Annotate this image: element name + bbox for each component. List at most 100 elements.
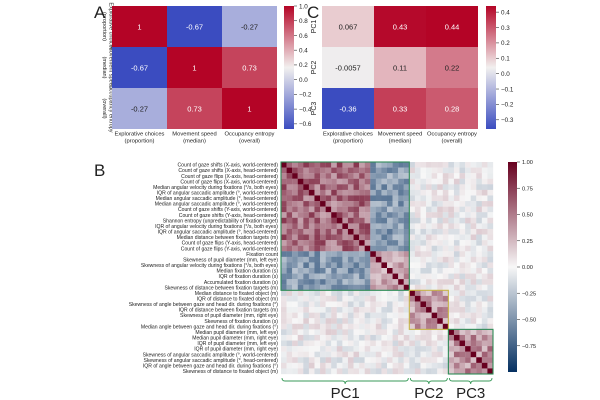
panel-b-cell: [320, 268, 326, 274]
panel-b-cell: [359, 290, 365, 297]
c-colorbar-tick-label: 0.0: [501, 71, 510, 78]
panel-b-cell: [359, 312, 365, 319]
panel-b-cell: [286, 240, 293, 246]
panel-b-cell: [465, 262, 471, 269]
panel-b-cell: [459, 318, 466, 324]
panel-b-cell: [442, 245, 449, 252]
panel-b-cell: [392, 201, 399, 207]
panel-b-cell: [448, 234, 455, 241]
panel-b-cell: [375, 245, 382, 252]
a-row-label-2: Occupancy entropy(overall): [101, 84, 114, 132]
panel-b-cell: [431, 184, 438, 191]
panel-b-cell: [303, 368, 310, 375]
panel-b-cell: [487, 223, 494, 230]
panel-b-cell: [470, 323, 477, 330]
panel-b-cell: [437, 262, 443, 269]
panel-b-cell: [375, 240, 382, 246]
panel-b-cell: [387, 279, 393, 285]
panel-b-row-label-25: Skewness of angle between gaze and head …: [129, 302, 279, 308]
panel-b-cell: [459, 162, 466, 168]
panel-b-cell: [420, 162, 427, 168]
panel-b-cell: [286, 245, 293, 252]
panel-b-cell: [387, 312, 393, 319]
panel-b-cell: [342, 284, 349, 291]
panel-b-cell: [353, 268, 360, 274]
panel-b-cell: [286, 173, 293, 179]
panel-b-cell: [359, 234, 365, 241]
panel-b-cell: [292, 167, 298, 174]
panel-b-cell: [364, 346, 371, 352]
panel-b-cell: [426, 273, 432, 280]
panel-b-cell: [336, 201, 343, 207]
panel-b-cell: [359, 201, 365, 207]
panel-b-cell: [465, 245, 471, 252]
panel-b-cell: [476, 318, 482, 324]
panel-b-cell: [308, 312, 315, 319]
panel-b-heatmap: [281, 162, 494, 375]
panel-b-cell: [359, 223, 365, 230]
panel-b-cell: [481, 268, 488, 274]
panel-b-cell: [353, 206, 360, 213]
panel-b-cell: [426, 362, 432, 369]
panel-b-cell: [347, 206, 354, 213]
panel-b-cell: [409, 290, 416, 297]
panel-b-cell: [414, 212, 421, 218]
panel-b-cell: [320, 256, 326, 263]
panel-b-cell: [359, 212, 365, 218]
panel-b-cell: [308, 167, 315, 174]
panel-b-cell: [442, 184, 449, 191]
panel-b-cell: [364, 251, 371, 257]
panel-b-cell: [308, 318, 315, 324]
panel-b-cell: [459, 284, 466, 291]
label-line: (median): [101, 56, 107, 78]
panel-b-cell: [364, 201, 371, 207]
panel-b-cell: [359, 279, 365, 285]
panel-b-cell: [420, 351, 427, 358]
panel-b-cell: [459, 340, 466, 347]
panel-b-cell: [481, 228, 488, 235]
panel-b-cell: [353, 256, 360, 263]
c-cell-2-0: [322, 88, 374, 129]
panel-b-cell: [437, 295, 443, 302]
panel-b-brace-PC1: [281, 377, 409, 385]
panel-b-group-label-PC3: PC3: [456, 385, 485, 400]
panel-b-cell: [420, 195, 427, 202]
panel-b-cell: [453, 195, 460, 202]
panel-b-cell: [297, 262, 304, 269]
panel-b-cell: [487, 290, 494, 297]
label-line: Occupancy entropy: [427, 132, 477, 138]
panel-b-row-label-15: Count of gaze flips (Y-axis, world-cente…: [181, 246, 279, 252]
panel-b-cell: [347, 340, 354, 347]
panel-b-cell: [431, 206, 438, 213]
panel-b-cell: [314, 357, 321, 363]
panel-b-cell: [353, 295, 360, 302]
panel-b-cell: [292, 351, 298, 358]
panel-b-cell: [353, 178, 360, 185]
panel-b-cell: [442, 329, 449, 336]
panel-b-row-label-13: Median distance between fixation targets…: [177, 235, 279, 241]
panel-b-cell: [320, 346, 326, 352]
panel-c-column-labels: Explorative choices (proportion)Movement …: [323, 132, 477, 145]
c-cell-1-2: [426, 47, 478, 88]
panel-b-cell: [342, 334, 349, 341]
panel-b-cell: [481, 256, 488, 263]
panel-b-cell: [398, 323, 404, 330]
panel-b-cell: [387, 223, 393, 230]
panel-b-cell: [453, 217, 460, 224]
panel-b-cell: [414, 173, 421, 179]
panel-b-cell: [314, 301, 321, 308]
panel-b-cell: [347, 279, 354, 285]
panel-b-cell: [442, 351, 449, 358]
panel-b-cell: [347, 268, 354, 274]
panel-b-cell: [448, 351, 455, 358]
panel-b-cell: [347, 228, 354, 235]
panel-b-cell: [437, 273, 443, 280]
panel-b-cell: [403, 362, 410, 369]
panel-b-cell: [414, 301, 421, 308]
panel-b-cell: [448, 357, 455, 363]
panel-b-cell: [398, 329, 404, 336]
panel-b-cell: [370, 301, 376, 308]
c-row-label-1: PC2: [311, 61, 318, 75]
panel-b-cell: [303, 228, 310, 235]
